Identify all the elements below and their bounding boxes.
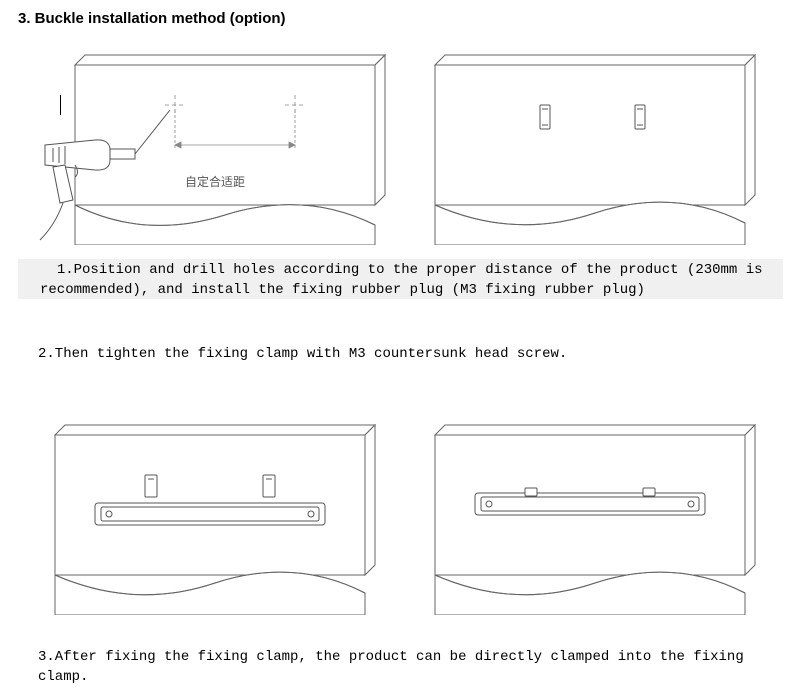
diagram-plugs-wall — [405, 45, 775, 245]
step-2-text: 2.Then tighten the fixing clamp with M3 … — [38, 345, 567, 365]
diagram-row-2 — [0, 415, 800, 615]
diagram-clamp-open — [25, 415, 395, 615]
diagram-drill-wall — [25, 45, 395, 245]
section-title: 3. Buckle installation method (option) — [18, 10, 286, 27]
step-3-text: 3.After fixing the fixing clamp, the pro… — [38, 648, 783, 687]
drill-distance-label-cn: 自定合适距 — [185, 173, 245, 190]
diagram-row-1 — [0, 45, 800, 245]
step-1-text: 1.Position and drill holes according to … — [40, 261, 785, 300]
diagram-clamp-closed — [405, 415, 775, 615]
